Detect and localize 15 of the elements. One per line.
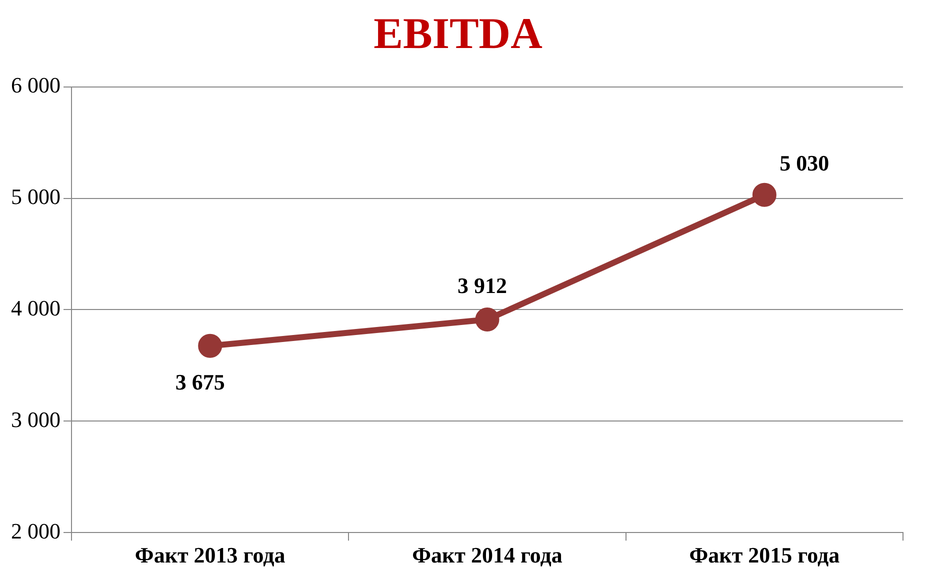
y-tick-label: 2 000 [11, 518, 60, 544]
y-tick-label: 5 000 [11, 184, 60, 210]
point [198, 334, 222, 358]
point [752, 182, 776, 207]
y-tick-label: 4 000 [11, 295, 60, 320]
chart-title: EBITDA [374, 8, 543, 58]
data-label: 3 675 [175, 370, 225, 395]
data-label: 5 030 [780, 150, 830, 176]
x-tick-label: Факт 2013 года [134, 542, 286, 568]
data-label: 3 912 [458, 273, 507, 298]
x-tick-label: Факт 2015 года [689, 542, 840, 568]
x-tick-label: Факт 2014 года [412, 542, 562, 568]
y-tick-label: 3 000 [11, 406, 60, 432]
y-tick-label: 6 000 [11, 72, 60, 98]
point [475, 308, 500, 332]
